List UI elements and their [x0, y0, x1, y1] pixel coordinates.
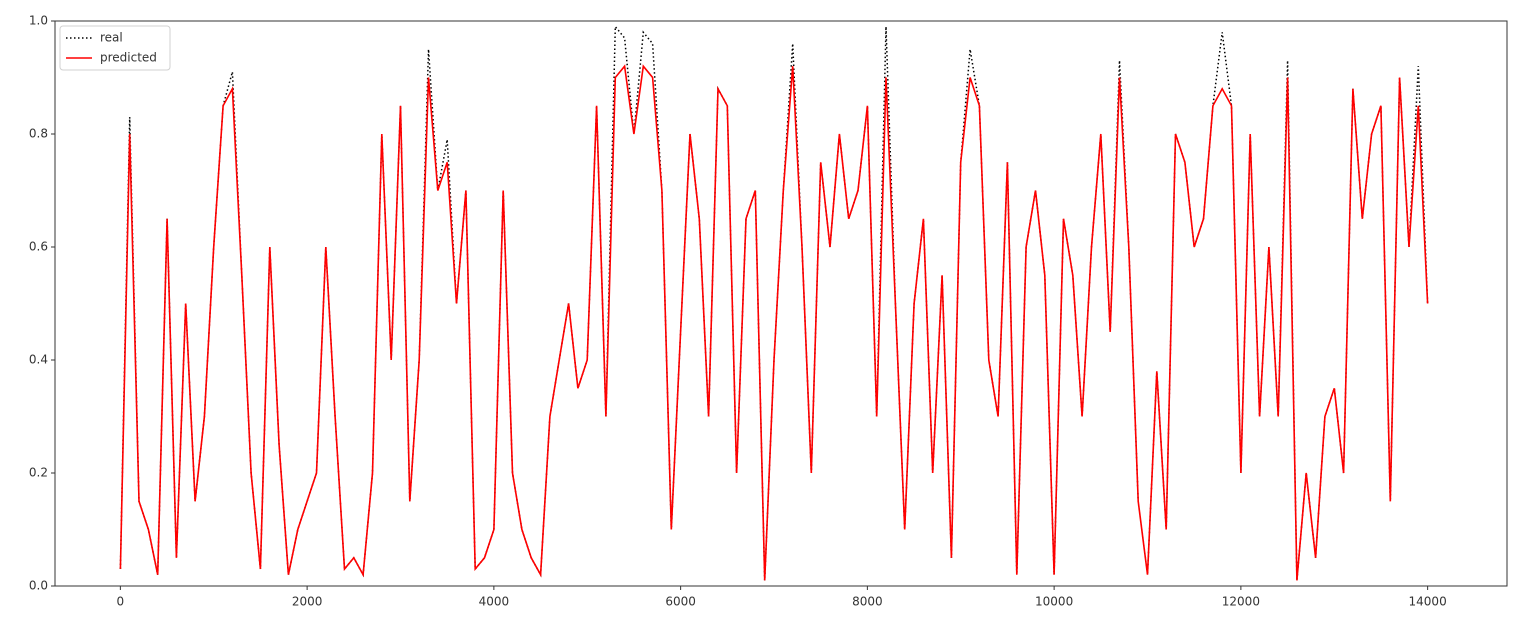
legend-label: real [100, 31, 123, 45]
x-tick-label: 6000 [665, 595, 696, 609]
x-tick-label: 4000 [479, 595, 510, 609]
plot-frame [54, 20, 1508, 587]
y-tick-label: 1.0 [29, 14, 48, 28]
x-tick-label: 12000 [1222, 595, 1260, 609]
y-tick-label: 0.6 [29, 240, 48, 254]
y-tick-label: 0.0 [29, 579, 48, 593]
y-tick-label: 0.8 [29, 127, 48, 141]
x-tick-label: 14000 [1409, 595, 1447, 609]
line-solid [119, 64, 1429, 581]
x-tick-label: 8000 [852, 595, 883, 609]
x-tick-label: 10000 [1035, 595, 1073, 609]
y-tick-label: 0.4 [29, 353, 48, 367]
legend-box [59, 25, 171, 71]
x-tick-label: 2000 [292, 595, 323, 609]
x-tick-label: 0 [117, 595, 125, 609]
legend-label: predicted [100, 51, 157, 65]
y-tick-label: 0.2 [29, 466, 48, 480]
